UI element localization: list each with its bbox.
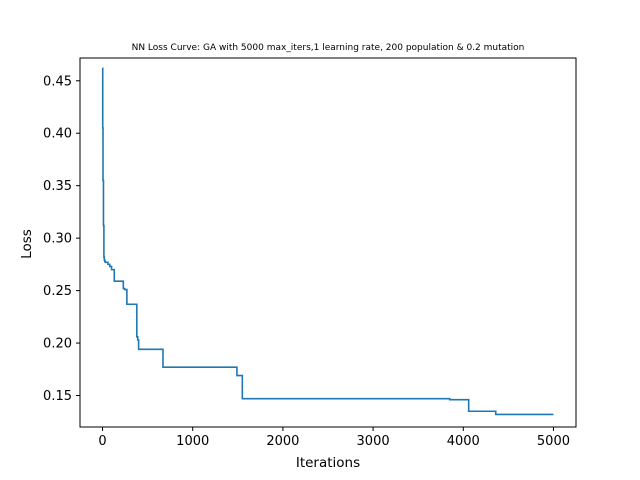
x-tick-label: 2000	[266, 434, 299, 449]
y-tick-label: 0.35	[43, 179, 72, 194]
plot-area-frame	[79, 57, 577, 428]
x-tick-label: 0	[98, 434, 106, 449]
y-axis-label: Loss	[19, 229, 35, 259]
loss-curve-series	[101, 67, 554, 416]
y-axis-ticks: 0.15 0.20 0.25 0.30 0.35 0.40 0.45	[43, 74, 80, 404]
x-axis-ticks: 0 1000 2000 3000 4000 5000	[98, 427, 570, 449]
y-tick-label: 0.15	[43, 389, 72, 404]
y-tick-label: 0.25	[43, 284, 72, 299]
chart-title: NN Loss Curve: GA with 5000 max_iters,1 …	[132, 43, 525, 53]
x-axis-label: Iterations	[296, 455, 360, 471]
x-tick-label: 5000	[537, 434, 570, 449]
y-tick-label: 0.40	[43, 127, 72, 142]
x-tick-label: 1000	[176, 434, 209, 449]
y-tick-label: 0.30	[43, 232, 72, 247]
loss-step-line	[101, 67, 554, 416]
x-tick-label: 3000	[357, 434, 390, 449]
y-tick-label: 0.45	[43, 74, 72, 89]
y-tick-label: 0.20	[43, 337, 72, 352]
x-tick-label: 4000	[447, 434, 480, 449]
